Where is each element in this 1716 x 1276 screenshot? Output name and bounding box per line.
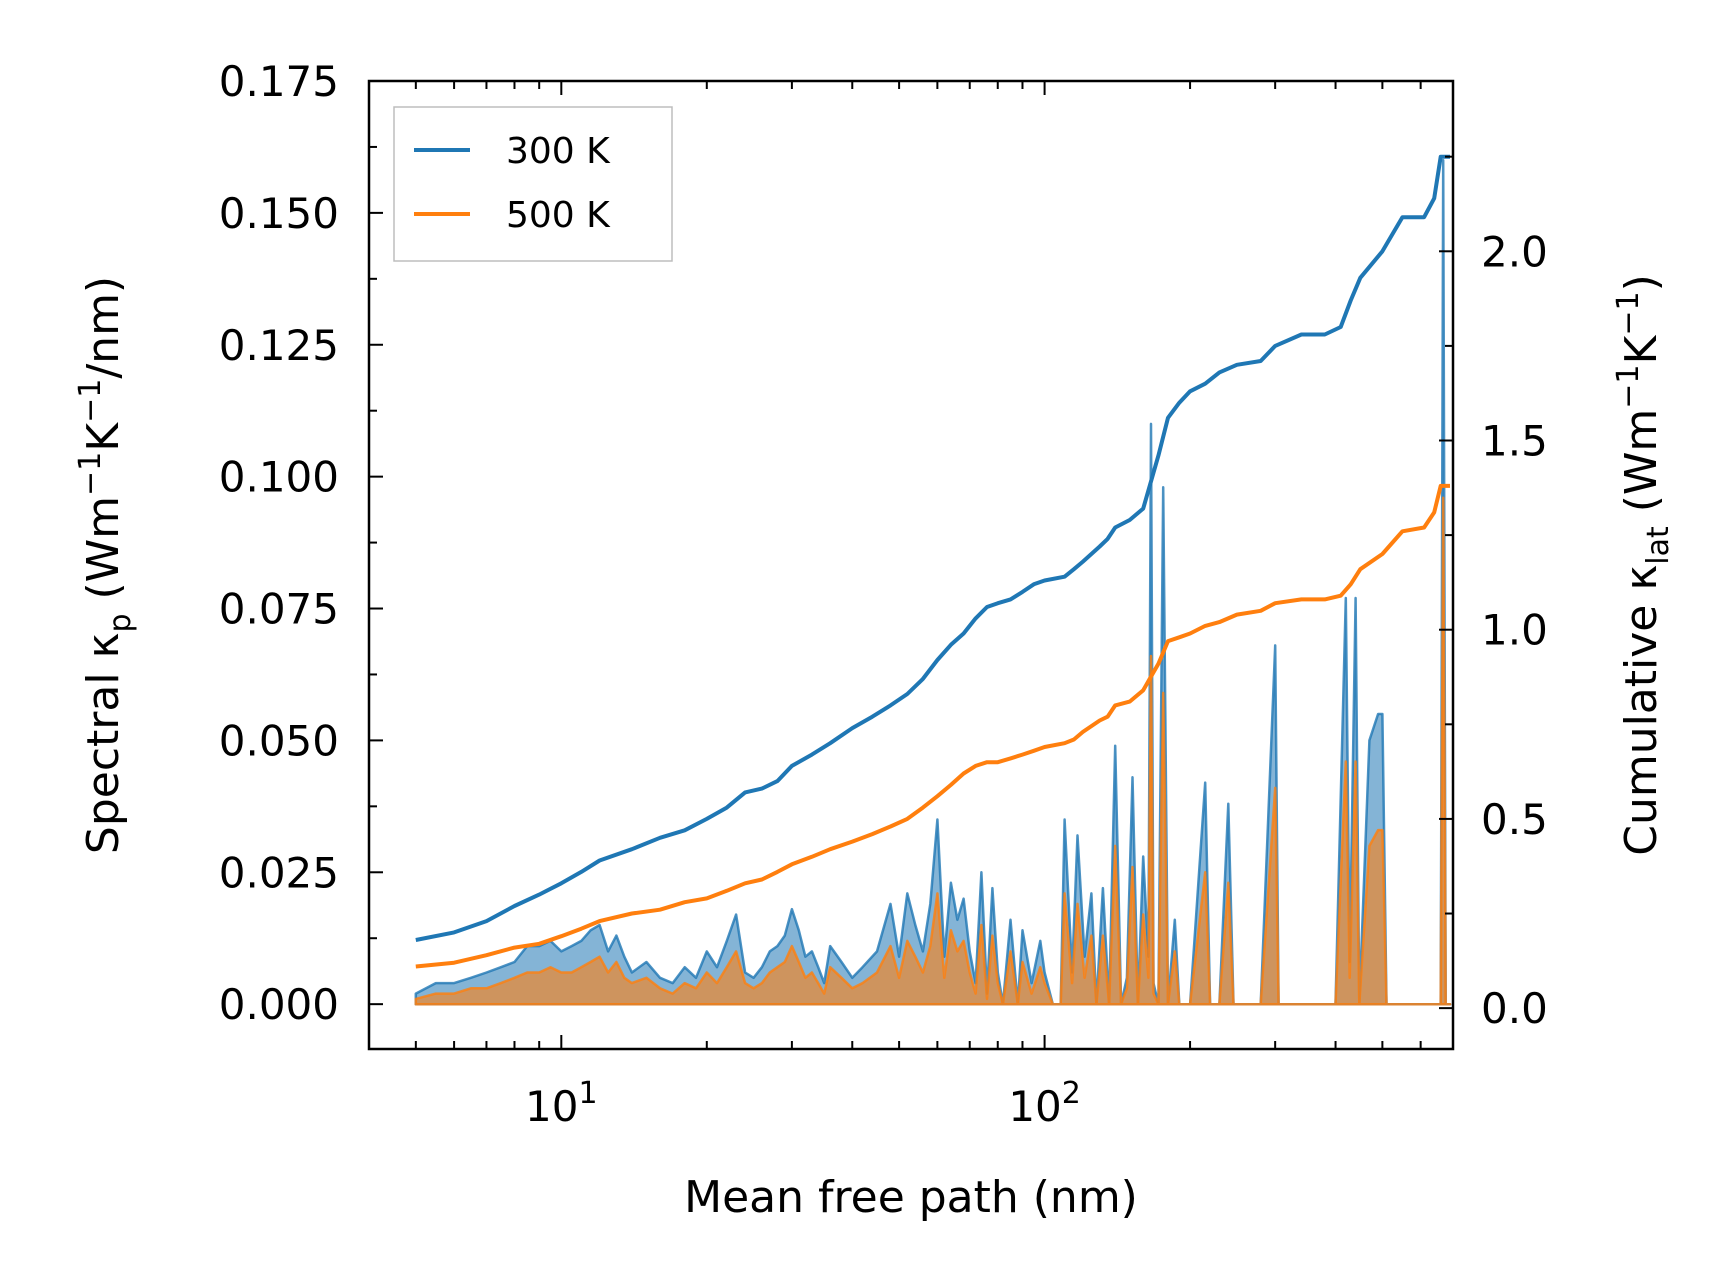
y-left-tick-label: 0.150 xyxy=(219,189,339,238)
axis-ticks: 101 102 0.000 0.025 0.050 0.075 0.100 0.125 0.15… xyxy=(219,57,1548,1131)
y-right-tick-label: 1.0 xyxy=(1481,606,1548,655)
cumulative-line-300k xyxy=(415,154,1450,942)
y-right-tick-label: 2.0 xyxy=(1481,227,1548,276)
y-left-tick-label: 0.075 xyxy=(219,585,339,634)
x-tick-label: 102 xyxy=(1008,1076,1081,1131)
legend-label-300k: 300 K xyxy=(506,131,611,172)
spectral-area-500k xyxy=(414,496,1452,1006)
cumulative-line-500k xyxy=(415,483,1450,969)
legend-label-500k: 500 K xyxy=(506,195,611,236)
y-left-tick-label: 0.050 xyxy=(219,716,339,765)
x-tick-label: 101 xyxy=(525,1076,598,1131)
y-axis-left-title: Spectral κp (Wm−1K−1/nm) xyxy=(73,276,138,854)
y-right-tick-label: 0.0 xyxy=(1481,984,1548,1033)
y-left-tick-label: 0.125 xyxy=(219,321,339,370)
plot-area xyxy=(414,154,1452,1006)
x-axis-title: Mean free path (nm) xyxy=(684,1172,1138,1223)
y-axis-right-title: Cumulative κlat (Wm−1K−1) xyxy=(1611,274,1676,856)
y-right-tick-label: 1.5 xyxy=(1481,416,1548,465)
y-left-tick-label: 0.025 xyxy=(219,848,339,897)
y-left-tick-label: 0.175 xyxy=(219,57,339,106)
plot-frame xyxy=(367,79,1455,1051)
y-left-tick-label: 0.100 xyxy=(219,453,339,502)
y-right-tick-label: 0.5 xyxy=(1481,795,1548,844)
legend-frame xyxy=(393,106,673,262)
y-left-tick-label: 0.000 xyxy=(219,980,339,1029)
legend: 300 K 500 K xyxy=(393,106,673,262)
